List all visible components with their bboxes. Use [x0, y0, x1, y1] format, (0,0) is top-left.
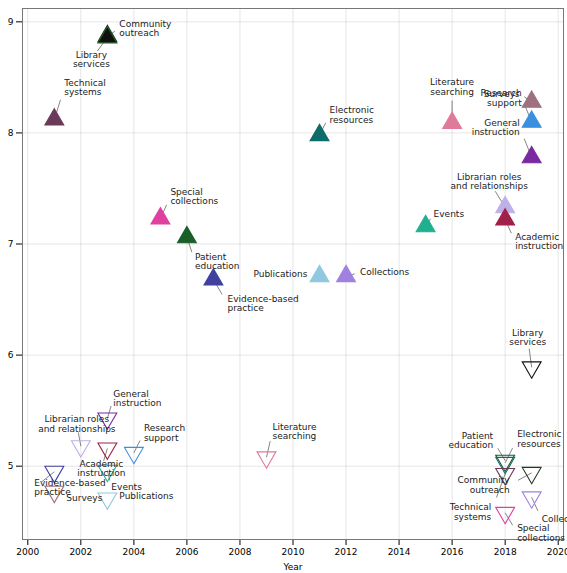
svg-text:2012: 2012 — [335, 547, 358, 557]
svg-text:Technicalsystems: Technicalsystems — [63, 78, 105, 97]
svg-text:7: 7 — [8, 239, 14, 249]
svg-text:2000: 2000 — [16, 547, 39, 557]
svg-text:8: 8 — [8, 128, 14, 138]
svg-text:Literaturesearching: Literaturesearching — [272, 422, 317, 441]
svg-text:2016: 2016 — [441, 547, 464, 557]
svg-text:Generalinstruction: Generalinstruction — [472, 118, 520, 137]
svg-text:Communityoutreach: Communityoutreach — [119, 19, 172, 38]
svg-text:Librarian rolesand relationshi: Librarian rolesand relationships — [38, 414, 116, 433]
svg-text:Librarian rolesand relationshi: Librarian rolesand relationships — [450, 172, 528, 191]
html-text:practice: practice — [34, 487, 71, 498]
svg-text:2010: 2010 — [282, 547, 305, 557]
svg-text:Publications: Publications — [119, 491, 173, 501]
svg-text:Generalinstruction: Generalinstruction — [113, 389, 161, 408]
svg-text:2014: 2014 — [388, 547, 411, 557]
svg-text:Patienteducation: Patienteducation — [448, 431, 493, 450]
svg-text:Surveys: Surveys — [66, 493, 102, 503]
svg-text:Specialcollections: Specialcollections — [517, 523, 565, 542]
svg-text:5: 5 — [8, 461, 14, 471]
html-text:Evidence-based: Evidence-based — [34, 478, 106, 488]
svg-text:Evidence-basedpractice: Evidence-basedpractice — [227, 294, 298, 313]
svg-text:2002: 2002 — [69, 547, 92, 557]
svg-text:6: 6 — [8, 350, 14, 360]
svg-text:2006: 2006 — [175, 547, 198, 557]
svg-text:2018: 2018 — [494, 547, 517, 557]
svg-text:2004: 2004 — [122, 547, 145, 557]
svg-text:2008: 2008 — [229, 547, 252, 557]
svg-text:Libraryservices: Libraryservices — [509, 328, 546, 347]
svg-text:Academicinstruction: Academicinstruction — [515, 232, 563, 251]
svg-text:Literaturesearching: Literaturesearching — [430, 77, 475, 96]
svg-text:Events: Events — [111, 482, 142, 492]
svg-text:Communityoutreach: Communityoutreach — [458, 475, 511, 494]
svg-text:Libraryservices: Libraryservices — [73, 50, 110, 69]
svg-text:2020: 2020 — [547, 547, 567, 557]
svg-text:Events: Events — [434, 209, 465, 219]
svg-text:Researchsupport: Researchsupport — [144, 423, 185, 442]
svg-text:Academicinstruction: Academicinstruction — [77, 459, 125, 478]
svg-text:Electronicresources: Electronicresources — [517, 429, 561, 448]
svg-text:9: 9 — [8, 17, 14, 27]
svg-text:Collections: Collections — [360, 267, 410, 277]
svg-text:Researchsupport: Researchsupport — [480, 88, 522, 107]
svg-text:Publications: Publications — [253, 269, 307, 279]
svg-text:Technicalsystems: Technicalsystems — [449, 502, 492, 521]
svg-text:Electronicresources: Electronicresources — [330, 105, 374, 124]
svg-text:Patienteducation: Patienteducation — [195, 252, 240, 271]
svg-text:Specialcollections: Specialcollections — [170, 187, 218, 206]
svg-text:Year: Year — [282, 562, 302, 572]
